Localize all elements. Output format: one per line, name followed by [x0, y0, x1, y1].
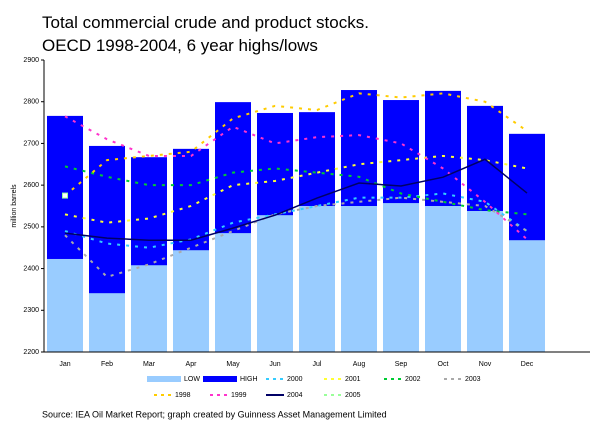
y-tick-label: 2800 — [23, 99, 39, 106]
x-tick-label: Aug — [353, 361, 366, 368]
bar — [425, 206, 461, 352]
y-tick-label: 2400 — [23, 265, 39, 272]
bar — [341, 206, 377, 352]
x-tick-label: Jan — [59, 361, 70, 368]
bar — [173, 250, 209, 352]
x-tick-label: Dec — [521, 361, 534, 368]
line-point — [62, 192, 68, 199]
legend-swatch — [203, 376, 237, 382]
line — [64, 92, 528, 197]
legend-label: 2000 — [287, 376, 303, 383]
legend-label: 2003 — [465, 376, 481, 383]
bar — [257, 215, 293, 352]
x-tick-label: May — [226, 361, 240, 368]
x-tick-label: Feb — [101, 361, 113, 368]
bar — [467, 211, 503, 352]
y-tick-label: 2700 — [23, 140, 39, 147]
y-tick-label: 2300 — [23, 307, 39, 314]
line — [64, 158, 528, 241]
bar — [215, 233, 251, 352]
legend-label: 1999 — [231, 392, 247, 399]
bar — [47, 258, 83, 352]
bar — [89, 293, 125, 352]
legend-label: 1998 — [175, 392, 191, 399]
chart-subtitle: OECD 1998-2004, 6 year highs/lows — [42, 36, 318, 55]
legend-swatch — [147, 376, 181, 382]
y-tick-label: 2500 — [23, 224, 39, 231]
y-tick-label: 2200 — [23, 349, 39, 356]
legend-label: 2002 — [405, 376, 421, 383]
x-tick-label: Mar — [143, 361, 156, 368]
bar — [299, 206, 335, 352]
bar — [131, 265, 167, 352]
x-tick-label: Apr — [186, 361, 198, 368]
legend-label: LOW — [184, 376, 200, 383]
bar — [383, 203, 419, 352]
x-tick-label: Nov — [479, 361, 492, 368]
legend-label: HIGH — [240, 376, 258, 383]
legend-label: 2004 — [287, 392, 303, 399]
y-tick-label: 2900 — [23, 57, 39, 64]
x-tick-label: Jun — [269, 361, 280, 368]
legend-label: 2005 — [345, 392, 361, 399]
chart-title: Total commercial crude and product stock… — [42, 13, 369, 32]
line — [64, 165, 528, 216]
y-axis-label: million barrels — [11, 184, 18, 228]
source: Source: IEA Oil Market Report; graph cre… — [42, 409, 387, 419]
x-tick-label: Jul — [313, 361, 322, 368]
y-tick-label: 2600 — [23, 182, 39, 189]
x-tick-label: Oct — [438, 361, 449, 368]
line — [64, 196, 528, 279]
bar — [509, 240, 545, 352]
legend-label: 2001 — [345, 376, 361, 383]
x-tick-label: Sep — [395, 361, 408, 368]
